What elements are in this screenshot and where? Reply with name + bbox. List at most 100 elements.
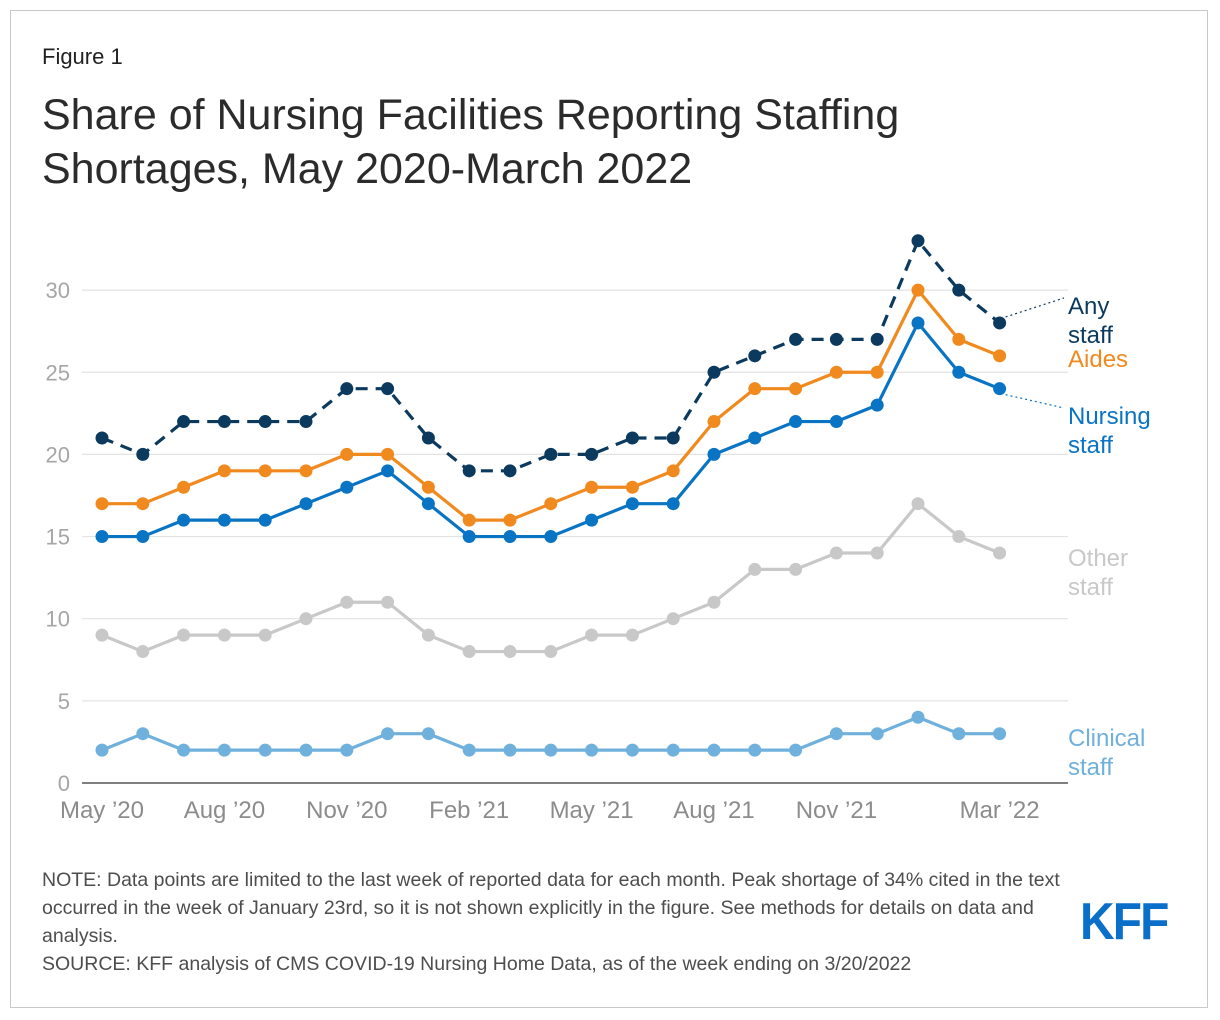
series-label-any-staff: Any staff — [1068, 293, 1113, 349]
source-text: SOURCE: KFF analysis of CMS COVID-19 Nur… — [42, 953, 912, 975]
data-point — [503, 743, 517, 757]
data-point — [544, 530, 558, 544]
data-point — [95, 530, 109, 544]
data-point — [299, 612, 313, 626]
data-point — [952, 365, 966, 379]
data-point — [707, 415, 721, 429]
data-point — [993, 316, 1007, 330]
data-point — [217, 415, 231, 429]
data-point — [421, 497, 435, 511]
data-point — [381, 447, 395, 461]
x-tick-label: Mar ’22 — [960, 797, 1040, 824]
data-point — [421, 628, 435, 642]
data-point — [177, 628, 191, 642]
data-point — [911, 316, 925, 330]
data-point — [585, 743, 599, 757]
data-point — [707, 365, 721, 379]
data-point — [952, 332, 966, 346]
data-point — [585, 513, 599, 527]
data-point — [177, 743, 191, 757]
data-point — [299, 464, 313, 478]
data-point — [911, 710, 925, 724]
data-point — [666, 497, 680, 511]
data-point — [789, 382, 803, 396]
data-point — [748, 349, 762, 363]
data-point — [585, 480, 599, 494]
notes-block: NOTE: Data points are limited to the las… — [42, 866, 1062, 978]
x-tick-label: Nov ’20 — [306, 797, 387, 824]
data-point — [585, 447, 599, 461]
data-point — [136, 497, 150, 511]
data-point — [666, 743, 680, 757]
data-point — [789, 562, 803, 576]
chart-title-line-2: Shortages, May 2020-March 2022 — [42, 145, 693, 193]
data-point — [462, 464, 476, 478]
data-point — [177, 415, 191, 429]
data-point — [789, 415, 803, 429]
data-point — [503, 464, 517, 478]
y-tick-label: 10 — [46, 607, 70, 632]
data-point — [462, 513, 476, 527]
data-point — [707, 595, 721, 609]
data-point — [870, 365, 884, 379]
data-point — [503, 530, 517, 544]
note-text: NOTE: Data points are limited to the las… — [42, 869, 1060, 947]
data-point — [462, 645, 476, 659]
data-point — [993, 382, 1007, 396]
data-point — [789, 332, 803, 346]
x-tick-label: May ’20 — [60, 797, 144, 824]
series-other-staff — [95, 497, 1007, 659]
data-point — [625, 497, 639, 511]
data-point — [748, 562, 762, 576]
data-point — [421, 431, 435, 445]
series-clinical-staff — [95, 710, 1007, 757]
chart-title: Share of Nursing Facilities Reporting St… — [42, 88, 1042, 196]
data-point — [544, 743, 558, 757]
data-point — [381, 595, 395, 609]
data-point — [340, 382, 354, 396]
series-any-staff — [95, 234, 1007, 478]
data-point — [666, 612, 680, 626]
data-point — [829, 727, 843, 741]
data-point — [217, 464, 231, 478]
y-tick-label: 5 — [58, 689, 70, 714]
x-tick-label: Aug ’21 — [673, 797, 754, 824]
data-point — [299, 415, 313, 429]
data-point — [625, 628, 639, 642]
data-point — [299, 743, 313, 757]
series-line — [102, 288, 1001, 522]
data-point — [748, 431, 762, 445]
series-label-other-staff: Other staff — [1068, 545, 1128, 601]
data-point — [993, 546, 1007, 560]
series-label-nursing-staff: Nursing staff — [1068, 403, 1151, 459]
data-point — [829, 365, 843, 379]
data-point — [503, 513, 517, 527]
data-point — [952, 727, 966, 741]
data-point — [136, 447, 150, 461]
data-point — [544, 497, 558, 511]
data-point — [911, 497, 925, 511]
data-point — [707, 743, 721, 757]
series-lines — [95, 234, 1007, 757]
data-point — [911, 283, 925, 297]
data-point — [381, 727, 395, 741]
data-point — [503, 645, 517, 659]
data-point — [136, 727, 150, 741]
data-point — [993, 349, 1007, 363]
data-point — [381, 464, 395, 478]
data-point — [625, 431, 639, 445]
data-point — [625, 743, 639, 757]
chart-title-line-1: Share of Nursing Facilities Reporting St… — [42, 91, 900, 139]
gridlines — [82, 289, 1068, 784]
data-point — [911, 234, 925, 248]
data-point — [707, 447, 721, 461]
data-point — [340, 743, 354, 757]
data-point — [870, 546, 884, 560]
data-point — [258, 743, 272, 757]
data-point — [217, 743, 231, 757]
data-point — [340, 480, 354, 494]
data-point — [462, 743, 476, 757]
series-label-clinical-staff: Clinical staff — [1068, 725, 1145, 781]
data-point — [789, 743, 803, 757]
